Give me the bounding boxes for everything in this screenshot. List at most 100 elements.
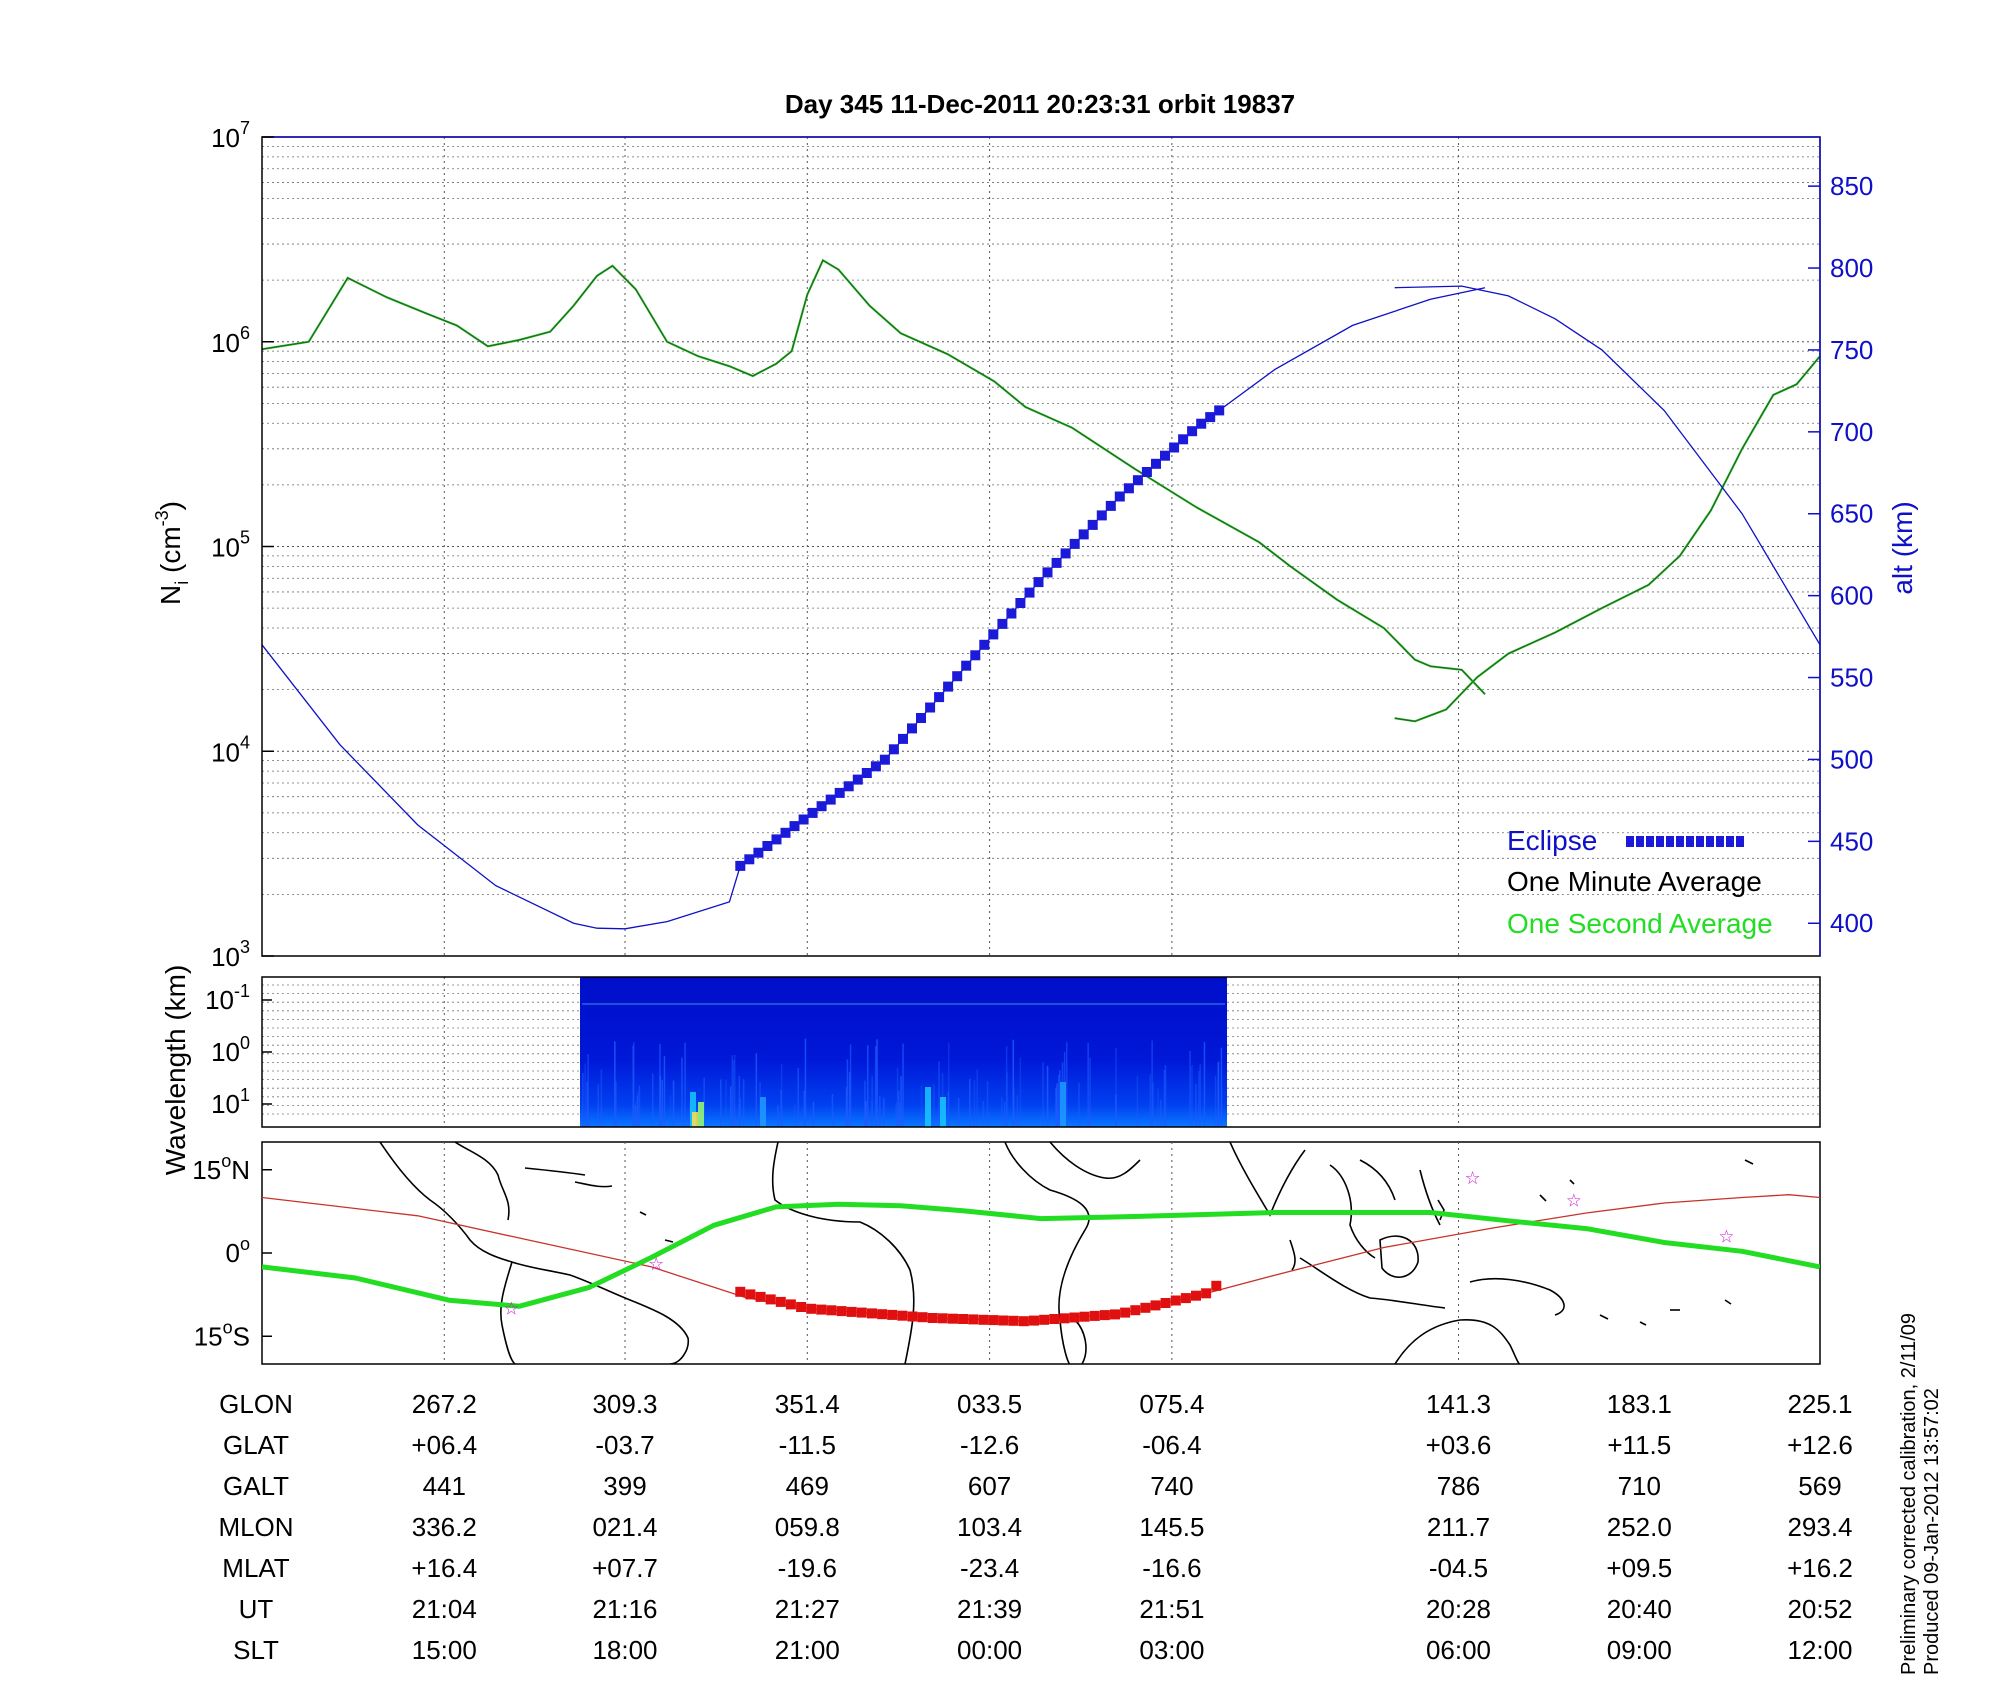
spectrogram-streak — [1149, 1074, 1152, 1127]
legend-eclipse-label: Eclipse — [1507, 825, 1597, 856]
coastline — [1437, 1199, 1445, 1221]
spectrogram-streak — [982, 1101, 985, 1127]
eclipse-marker — [1069, 538, 1080, 549]
spectrogram-streak — [879, 1096, 881, 1127]
spectrogram-streak — [902, 1043, 904, 1127]
spectrogram-streak — [831, 1094, 834, 1127]
map-eclipse-marker — [745, 1289, 756, 1300]
eclipse-marker — [789, 821, 800, 832]
spectrogram-streak — [1055, 1088, 1057, 1127]
coastline — [574, 1181, 613, 1188]
eclipse-marker — [1132, 475, 1143, 486]
spectrogram-streak — [947, 1091, 950, 1127]
eclipse-marker — [861, 768, 872, 778]
coastline — [1569, 1179, 1575, 1185]
spectrogram-streak — [812, 1101, 815, 1127]
eclipse-marker — [952, 671, 963, 682]
table-cell: +09.5 — [1606, 1553, 1672, 1583]
spectrogram-streak — [1191, 1065, 1193, 1127]
one-minute-average-line — [1394, 355, 1821, 722]
map-eclipse-marker — [937, 1313, 948, 1324]
coastline — [524, 1167, 586, 1176]
eclipse-marker — [798, 814, 809, 825]
map-eclipse-marker — [897, 1310, 908, 1321]
coastline — [1744, 1159, 1754, 1165]
legend: Eclipse One Minute Average One Second Av… — [1507, 825, 1773, 939]
eclipse-marker — [943, 681, 954, 692]
map-eclipse-marker — [867, 1308, 877, 1319]
wavelength-axis-ticks: 10-1 100 101 — [205, 981, 272, 1119]
eclipse-marker — [807, 807, 818, 818]
eclipse-marker — [1087, 519, 1098, 530]
eclipse-marker — [1151, 458, 1161, 469]
table-cell: +16.2 — [1787, 1553, 1853, 1583]
table-cell: 469 — [786, 1471, 829, 1501]
spectrogram-streak — [1004, 1101, 1006, 1127]
eclipse-marker — [961, 660, 972, 671]
table-row-label: MLON — [218, 1512, 293, 1542]
eclipse-marker — [816, 801, 827, 812]
spectrogram-streak — [920, 1085, 923, 1127]
table-row-label: UT — [239, 1594, 274, 1624]
map-eclipse-marker — [1201, 1288, 1212, 1299]
wavelength-tick-label: 101 — [211, 1085, 250, 1119]
table-cell: 09:00 — [1607, 1635, 1672, 1665]
coastline — [1074, 1319, 1087, 1364]
table-cell: 607 — [968, 1471, 1011, 1501]
table-cell: 267.2 — [412, 1389, 477, 1419]
legend-eclipse-square — [1646, 836, 1654, 847]
eclipse-marker — [1160, 450, 1170, 461]
map-eclipse-marker — [816, 1304, 827, 1315]
spectrogram-streak — [1005, 1046, 1008, 1127]
map-eclipse-marker — [1110, 1309, 1120, 1320]
spectrogram-streak — [797, 1068, 799, 1127]
spectrogram-streak — [1152, 1082, 1154, 1127]
table-cell: -06.4 — [1142, 1430, 1201, 1460]
spectrogram-streak — [1195, 1084, 1197, 1127]
magnetic-equator-line — [262, 1201, 1820, 1309]
map-eclipse-marker — [856, 1307, 867, 1318]
spectrogram-streak — [1056, 1083, 1058, 1127]
coastline — [1419, 1169, 1441, 1226]
table-cell: +06.4 — [411, 1430, 477, 1460]
spectrogram-streak — [634, 1105, 636, 1127]
eclipse-marker — [1096, 510, 1107, 521]
y-axis-label-unit: (cm — [155, 526, 186, 573]
table-cell: -19.6 — [778, 1553, 837, 1583]
table-cell: 786 — [1437, 1471, 1480, 1501]
legend-eclipse-marker — [1626, 836, 1744, 847]
coastline — [454, 1142, 510, 1221]
map-eclipse-marker — [1211, 1280, 1222, 1291]
map-eclipse-marker — [785, 1299, 796, 1310]
spectrogram-streak — [661, 1079, 663, 1127]
spectrogram-streak — [669, 1095, 672, 1127]
spectrogram-streak — [867, 1045, 869, 1127]
legend-eclipse-square — [1696, 836, 1704, 847]
spectrogram-streak — [876, 1039, 878, 1127]
spectrogram-streak — [729, 1086, 732, 1127]
map-eclipse-marker — [1150, 1300, 1161, 1311]
spectrogram-streak — [900, 1076, 902, 1127]
spectrogram-streak — [777, 1104, 779, 1127]
legend-eclipse-square — [1666, 836, 1674, 847]
eclipse-marker — [907, 723, 917, 734]
map-eclipse-marker — [1140, 1302, 1151, 1313]
spectrogram-streak — [672, 1080, 675, 1127]
produced-note: Produced 09-Jan-2012 13:57:02 — [1921, 1388, 1943, 1675]
spectrogram-streak — [1016, 1095, 1019, 1127]
table-cell: 075.4 — [1139, 1389, 1204, 1419]
map-eclipse-marker — [968, 1314, 979, 1325]
spectrogram-streak — [584, 1063, 586, 1127]
table-cell: 225.1 — [1787, 1389, 1852, 1419]
spectrogram-streak — [973, 1080, 976, 1127]
y2-tick-label: 650 — [1830, 499, 1873, 529]
table-cell: -04.5 — [1429, 1553, 1488, 1583]
spectrogram-streak — [871, 1100, 873, 1127]
map-eclipse-marker — [1120, 1307, 1131, 1318]
map-eclipse-marker — [877, 1309, 888, 1320]
table-cell: 740 — [1150, 1471, 1193, 1501]
eclipse-marker — [997, 618, 1008, 629]
spectrogram-streak — [986, 1081, 989, 1127]
map-eclipse-marker — [927, 1313, 938, 1323]
top-gridlines — [262, 137, 1820, 956]
